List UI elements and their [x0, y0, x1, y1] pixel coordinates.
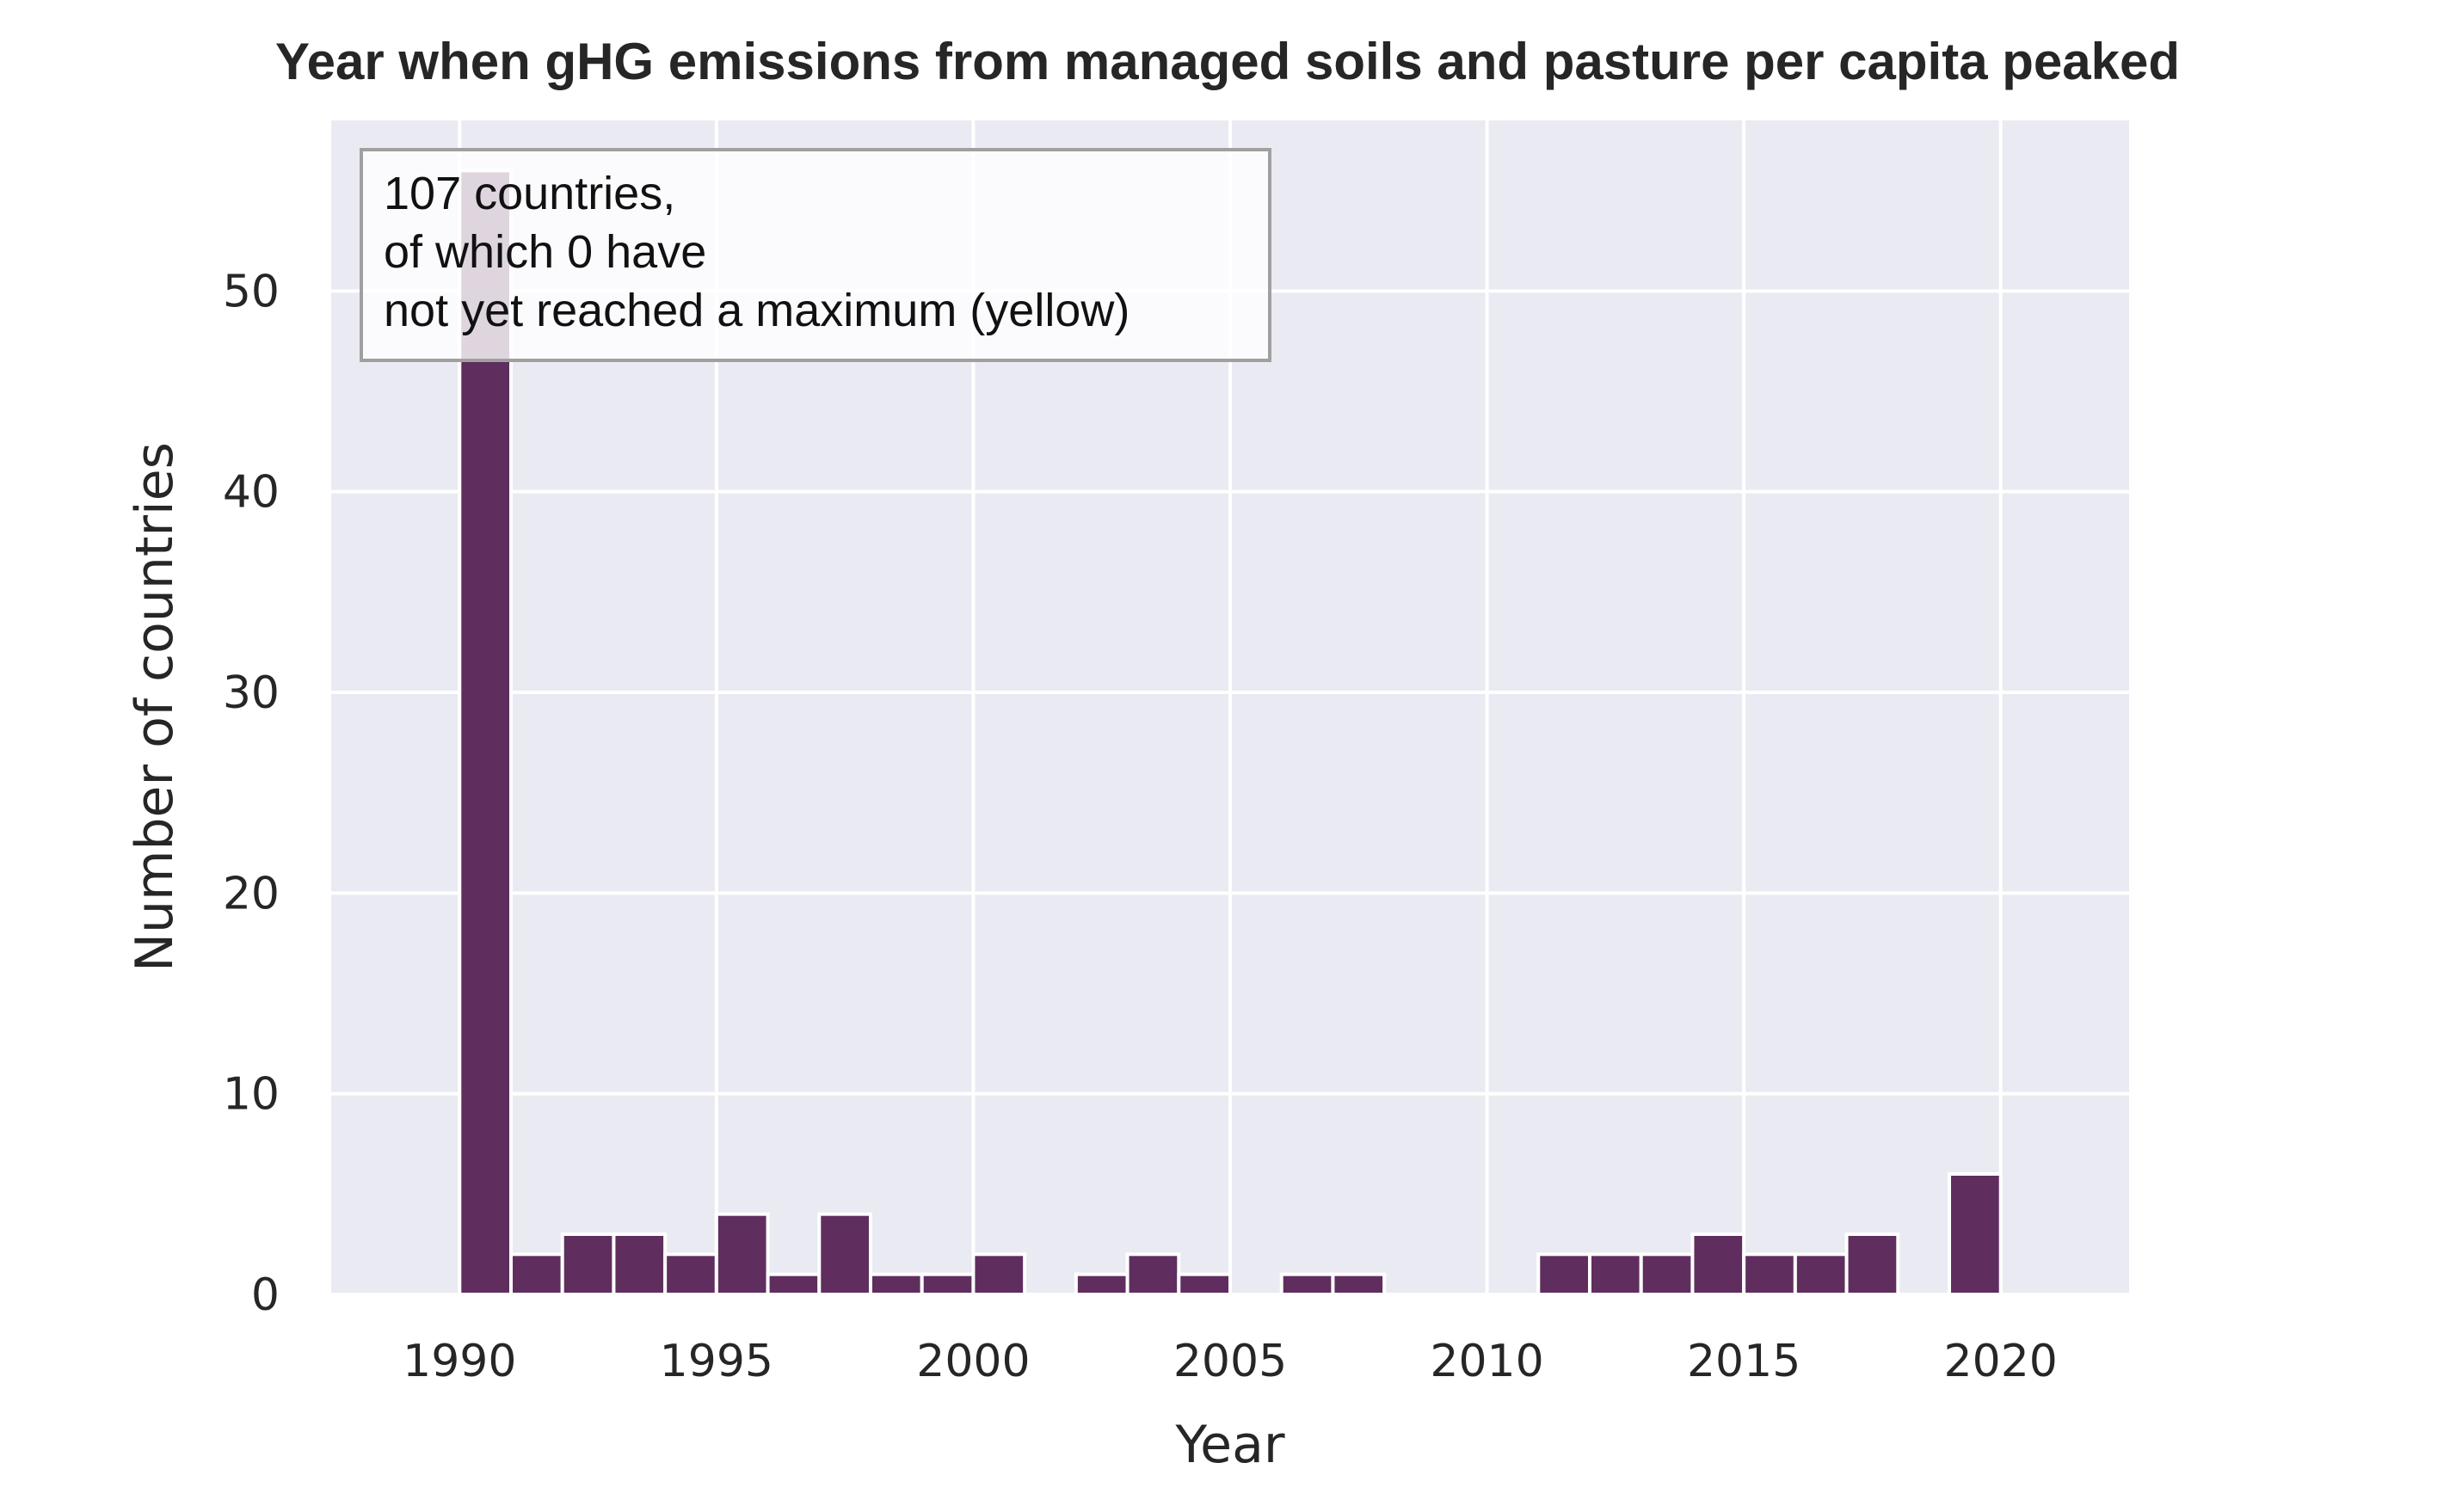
bar-2004	[1177, 1272, 1233, 1296]
bar-1996	[766, 1272, 822, 1296]
y-tick-label: 20	[223, 868, 280, 919]
annotation-line-3: not yet reached a maximum (yellow)	[384, 285, 1130, 336]
x-axis-label: Year	[1174, 1415, 1284, 1475]
y-tick-label: 50	[223, 266, 280, 317]
bar-2019	[1948, 1172, 2003, 1296]
x-tick-label: 2015	[1687, 1336, 1800, 1387]
y-tick-label: 0	[251, 1269, 280, 1321]
bar-2003	[1125, 1252, 1181, 1297]
bar-2015	[1742, 1252, 1797, 1297]
bar-1991	[509, 1252, 564, 1297]
bar-2006	[1279, 1272, 1335, 1296]
x-tick-label: 2010	[1430, 1336, 1543, 1387]
bar-2007	[1331, 1272, 1387, 1296]
bar-2017	[1844, 1232, 1900, 1296]
x-tick-label: 2000	[916, 1336, 1030, 1387]
y-tick-label: 30	[223, 667, 280, 719]
annotation-frame	[360, 148, 1271, 362]
x-tick-label: 2005	[1173, 1336, 1287, 1387]
bar-2011	[1536, 1252, 1592, 1297]
x-tick-label: 1990	[403, 1336, 516, 1387]
bar-1998	[869, 1272, 924, 1296]
bar-2016	[1793, 1252, 1849, 1297]
bar-2013	[1639, 1252, 1695, 1297]
bar-1993	[612, 1232, 668, 1296]
y-tick-labels: 0 10 20 30 40 50	[223, 266, 280, 1321]
y-tick-label: 40	[223, 467, 280, 519]
bar-1999	[920, 1272, 976, 1296]
bar-1992	[560, 1232, 616, 1296]
x-tick-label: 1995	[660, 1336, 773, 1387]
annotation-line-1: 107 countries,	[384, 168, 675, 219]
bar-2002	[1074, 1272, 1130, 1296]
chart-title: Year when gHG emissions from managed soi…	[275, 33, 2180, 90]
y-axis-label: Number of countries	[125, 442, 185, 972]
bar-2014	[1690, 1232, 1746, 1296]
x-tick-labels: 1990 1995 2000 2005 2010 2015 2020	[403, 1336, 2058, 1387]
y-tick-label: 10	[223, 1069, 280, 1121]
bar-1994	[663, 1252, 718, 1297]
bar-2012	[1588, 1252, 1643, 1297]
annotation-line-2: of which 0 have	[384, 226, 706, 278]
bar-1995	[714, 1212, 770, 1296]
bar-1997	[817, 1212, 872, 1296]
x-tick-label: 2020	[1944, 1336, 2058, 1387]
bar-2000	[971, 1252, 1027, 1297]
annotation-box: 107 countries, of which 0 have not yet r…	[360, 148, 1271, 362]
